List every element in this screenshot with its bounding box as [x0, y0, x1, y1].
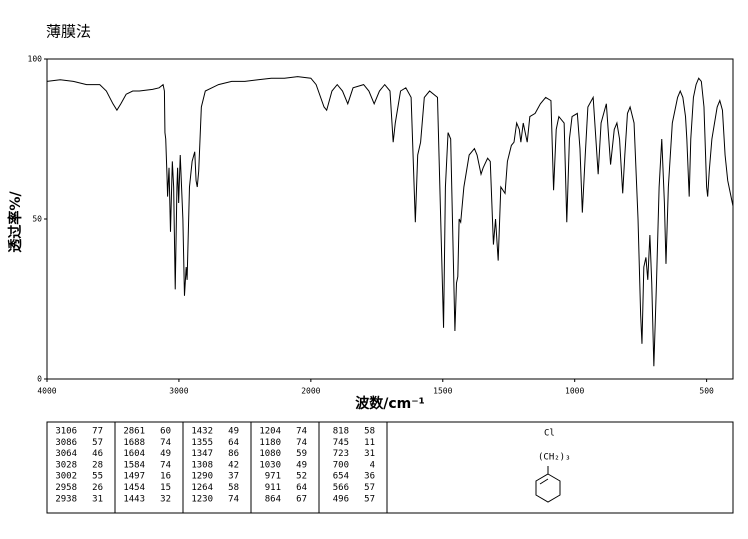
peak-intensity: 11 [364, 438, 375, 448]
peak-intensity: 74 [228, 494, 239, 504]
structure-drawing [535, 466, 561, 503]
peak-wavenumber: 1308 [191, 460, 213, 470]
peak-wavenumber: 1347 [191, 449, 213, 459]
peak-intensity: 26 [92, 483, 103, 493]
peak-wavenumber: 654 [333, 472, 349, 482]
peak-intensity: 28 [92, 460, 103, 470]
peak-wavenumber: 971 [265, 472, 281, 482]
peak-intensity: 74 [296, 438, 307, 448]
chart-title: 薄膜法 [46, 23, 91, 41]
spectrum-line [46, 76, 734, 367]
peak-wavenumber: 2958 [55, 483, 77, 493]
peak-intensity: 46 [92, 449, 103, 459]
peak-intensity: 60 [160, 427, 171, 437]
y-axis-label: 透过率%/ [7, 191, 24, 253]
peak-wavenumber: 2861 [123, 427, 145, 437]
peak-wavenumber: 1688 [123, 438, 145, 448]
peak-wavenumber: 818 [333, 427, 349, 437]
y-tick-label: 0 [37, 375, 42, 384]
peak-wavenumber: 3002 [55, 472, 77, 482]
peak-intensity: 32 [160, 494, 171, 504]
peak-wavenumber: 864 [265, 494, 281, 504]
peak-wavenumber: 3064 [55, 449, 77, 459]
x-tick-label: 3000 [169, 387, 188, 396]
peak-wavenumber: 723 [333, 449, 349, 459]
peak-wavenumber: 1264 [191, 483, 213, 493]
peak-wavenumber: 1432 [191, 427, 213, 437]
x-tick-label: 2000 [301, 387, 320, 396]
peak-intensity: 36 [364, 472, 375, 482]
peak-intensity: 57 [92, 438, 103, 448]
peak-intensity: 4 [370, 460, 375, 470]
peak-intensity: 49 [228, 427, 239, 437]
peak-wavenumber: 1584 [123, 460, 145, 470]
peak-intensity: 31 [364, 449, 375, 459]
peak-intensity: 57 [364, 483, 375, 493]
peak-wavenumber: 496 [333, 494, 349, 504]
peak-table-frame [46, 421, 734, 514]
peak-intensity: 74 [160, 460, 171, 470]
peak-intensity: 59 [296, 449, 307, 459]
x-tick-label: 500 [699, 387, 714, 396]
structure-label: Cl [544, 429, 555, 439]
peak-intensity: 58 [364, 427, 375, 437]
peak-intensity: 49 [296, 460, 307, 470]
peak-intensity: 16 [160, 472, 171, 482]
structure-label: (CH₂)₃ [538, 453, 571, 463]
peak-intensity: 31 [92, 494, 103, 504]
peak-intensity: 15 [160, 483, 171, 493]
peak-intensity: 64 [296, 483, 307, 493]
peak-wavenumber: 1204 [259, 427, 281, 437]
peak-intensity: 58 [228, 483, 239, 493]
peak-intensity: 49 [160, 449, 171, 459]
peak-wavenumber: 3106 [55, 427, 77, 437]
peak-wavenumber: 1230 [191, 494, 213, 504]
peak-intensity: 67 [296, 494, 307, 504]
peak-wavenumber: 1454 [123, 483, 145, 493]
peak-wavenumber: 911 [265, 483, 281, 493]
x-axis-label: 波数/cm⁻¹ [355, 395, 425, 412]
peak-wavenumber: 1604 [123, 449, 145, 459]
peak-wavenumber: 1290 [191, 472, 213, 482]
x-tick-label: 4000 [37, 387, 56, 396]
peak-intensity: 55 [92, 472, 103, 482]
peak-wavenumber: 700 [333, 460, 349, 470]
peak-wavenumber: 1443 [123, 494, 145, 504]
peak-wavenumber: 1355 [191, 438, 213, 448]
peak-wavenumber: 3086 [55, 438, 77, 448]
peak-wavenumber: 1080 [259, 449, 281, 459]
x-tick-label: 1500 [433, 387, 452, 396]
peak-wavenumber: 1030 [259, 460, 281, 470]
y-tick-label: 100 [28, 55, 43, 64]
peak-intensity: 77 [92, 427, 103, 437]
peak-intensity: 64 [228, 438, 239, 448]
peak-intensity: 52 [296, 472, 307, 482]
x-tick-label: 1000 [565, 387, 584, 396]
peak-intensity: 57 [364, 494, 375, 504]
peak-wavenumber: 2938 [55, 494, 77, 504]
y-tick-label: 50 [32, 215, 42, 224]
peak-wavenumber: 1497 [123, 472, 145, 482]
peak-wavenumber: 3028 [55, 460, 77, 470]
peak-intensity: 86 [228, 449, 239, 459]
peak-wavenumber: 1180 [259, 438, 281, 448]
peak-wavenumber: 566 [333, 483, 349, 493]
peak-intensity: 74 [296, 427, 307, 437]
peak-intensity: 37 [228, 472, 239, 482]
peak-wavenumber: 745 [333, 438, 349, 448]
peak-intensity: 74 [160, 438, 171, 448]
peak-intensity: 42 [228, 460, 239, 470]
